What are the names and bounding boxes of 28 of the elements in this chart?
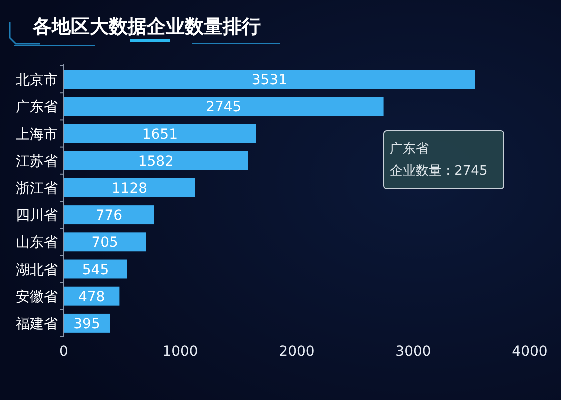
data-label: 2745 — [206, 100, 242, 116]
data-label: 776 — [96, 208, 123, 224]
x-tick-label: 3000 — [396, 344, 432, 360]
annotation: 企业数量 : 2745 — [390, 164, 488, 179]
data-label: 395 — [74, 316, 100, 332]
y-tick-label: 上海市 — [16, 126, 58, 143]
x-tick-label: 2000 — [279, 344, 315, 360]
y-tick-label: 浙江省 — [16, 180, 58, 197]
data-label: 705 — [92, 235, 118, 252]
y-tick-label: 山东省 — [16, 235, 58, 252]
data-label: 1582 — [138, 154, 174, 170]
data-label: 1651 — [142, 126, 178, 143]
data-label: 545 — [82, 262, 110, 278]
y-tick-label: 广东省 — [16, 100, 58, 116]
data-label: 478 — [78, 289, 106, 306]
x-tick-label: 0 — [60, 344, 68, 360]
chart-title: 各地区大数据企业数量排行 — [32, 16, 261, 38]
annotation: 广东省 — [390, 142, 429, 157]
y-tick-label: 湖北省 — [16, 262, 58, 278]
data-label: 3531 — [252, 72, 288, 89]
y-tick-label: 四川省 — [16, 208, 58, 224]
y-tick-label: 江苏省 — [16, 154, 58, 170]
x-tick-label: 4000 — [512, 344, 548, 360]
y-tick-label: 北京市 — [16, 72, 58, 89]
data-label: 1128 — [112, 180, 148, 197]
y-tick-label: 安徽省 — [16, 289, 58, 306]
x-tick-label: 1000 — [162, 344, 198, 360]
y-tick-label: 福建省 — [16, 316, 58, 332]
